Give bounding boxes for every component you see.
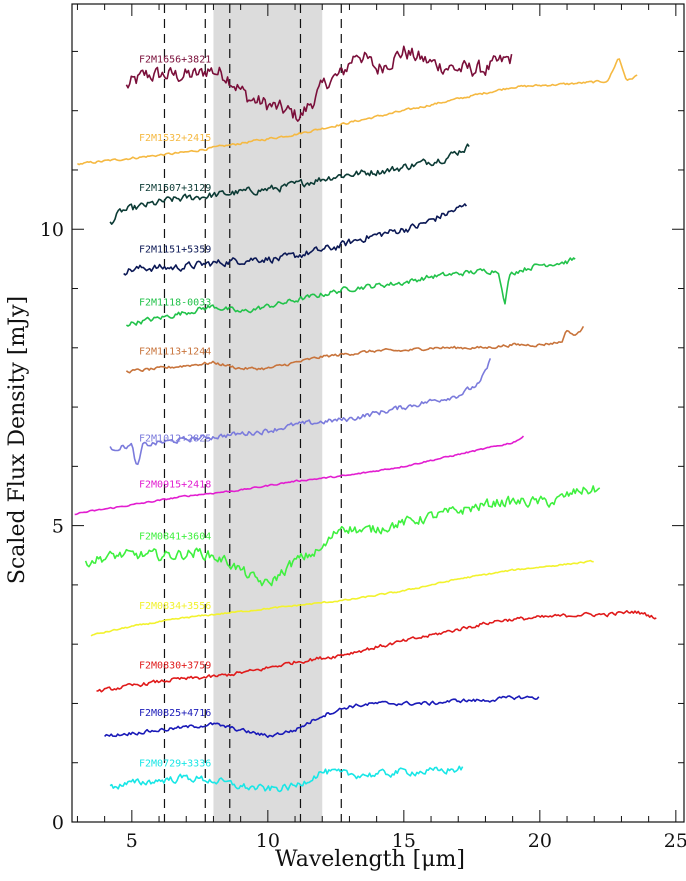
series-line	[125, 45, 513, 122]
shaded-band	[213, 4, 323, 822]
spectra	[74, 45, 657, 793]
series-label: F2M0825+4716	[139, 708, 211, 719]
series-line	[76, 58, 638, 166]
shaded-band-rect	[213, 4, 323, 822]
y-axis-label: Scaled Flux Density [mJy]	[5, 296, 30, 584]
series-line	[109, 765, 464, 793]
series-label: F2M1532+2415	[139, 133, 211, 144]
x-axis-label: Wavelength [μm]	[275, 847, 465, 872]
series-label: F2M1113+1244	[139, 346, 211, 357]
series-line	[123, 203, 468, 276]
series-label: F2M0915+2418	[139, 480, 211, 491]
series-line	[109, 143, 470, 225]
series-line	[125, 326, 585, 374]
y-tick-label: 5	[52, 516, 64, 538]
x-tick-label: 5	[126, 830, 138, 852]
series-line	[96, 609, 657, 693]
series-line	[126, 257, 576, 327]
reference-lines	[163, 4, 342, 822]
series-line	[84, 485, 601, 587]
series-line	[90, 559, 594, 637]
series-label: F2M0834+3556	[139, 601, 211, 612]
x-tick-label: 25	[664, 830, 686, 852]
axis-ticks: 5 10 15 20 25 0 5 10	[40, 4, 686, 852]
plot-border	[71, 3, 685, 823]
series-label: F2M0729+3336	[139, 759, 211, 770]
series-line	[74, 435, 525, 516]
y-tick-label: 0	[52, 812, 64, 834]
x-tick-label: 20	[528, 830, 552, 852]
plot-frame	[71, 3, 685, 823]
y-tick-label: 10	[40, 219, 64, 241]
series-label: F2M1151+5359	[139, 245, 211, 256]
series-label: F2M0830+3759	[139, 661, 211, 672]
series-label: F2M0841+3604	[139, 531, 211, 542]
x-tick-label: 15	[392, 830, 416, 852]
series-line	[109, 358, 492, 466]
x-tick-label: 10	[256, 830, 280, 852]
series-label: F2M1118-0033	[139, 298, 211, 309]
series-line	[104, 695, 540, 739]
series-label: F2M1012+2825	[139, 434, 211, 445]
series-labels: F2M1656+3821 F2M1532+2415 F2M1507+3129 F2M1…	[139, 55, 211, 770]
series-label: F2M1656+3821	[139, 55, 211, 66]
series-label: F2M1507+3129	[139, 183, 211, 194]
